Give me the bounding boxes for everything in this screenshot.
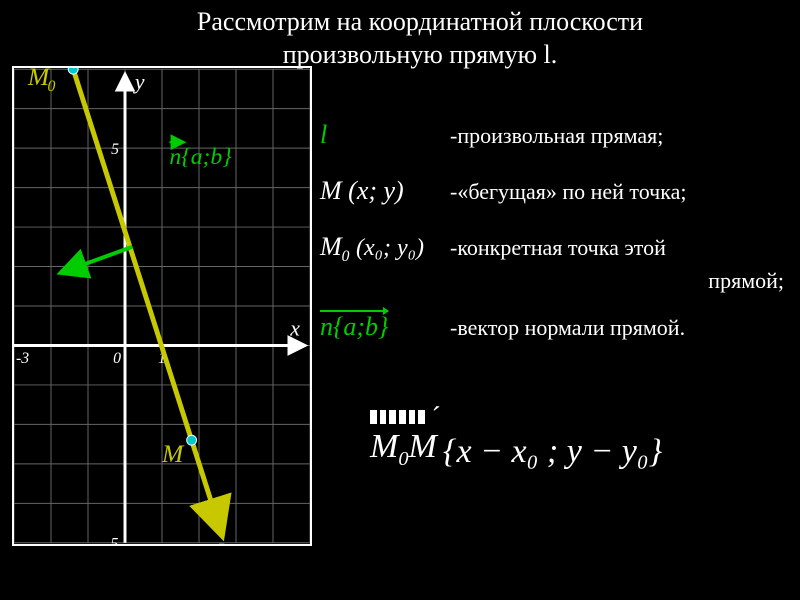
graph-panel: 01-35-5xyM0n{a;b}Ml [12, 66, 312, 546]
title-line2: произвольную прямую l. [283, 40, 558, 69]
overbar-marks [370, 410, 425, 424]
formula-lhs: ´ M0M [370, 410, 437, 471]
svg-text:n{a;b}: n{a;b} [169, 144, 232, 170]
svg-text:-5: -5 [105, 536, 118, 544]
legend-panel: l -произвольная прямая; M (x; y) -«бегущ… [320, 120, 784, 368]
accent-icon: ´ [432, 402, 441, 434]
vector-formula: ´ M0M {x − x₀ ; y − y₀} [370, 410, 662, 471]
legend-m-symbol: M (x; y) [320, 176, 450, 206]
svg-text:-3: -3 [16, 350, 29, 367]
svg-text:5: 5 [111, 141, 119, 158]
svg-text:x: x [289, 317, 300, 341]
legend-row-m: M (x; y) -«бегущая» по ней точка; [320, 176, 784, 206]
legend-l-desc: -произвольная прямая; [450, 123, 663, 149]
legend-row-n: n{a;b} -вектор нормали прямой. [320, 312, 784, 342]
title-line1: Рассмотрим на координатной плоскости [197, 7, 643, 36]
legend-n-symbol: n{a;b} [320, 312, 450, 342]
legend-n-desc: -вектор нормали прямой. [450, 315, 685, 341]
page-title: Рассмотрим на координатной плоскости про… [60, 6, 780, 71]
coordinate-plane: 01-35-5xyM0n{a;b}Ml [14, 68, 310, 544]
legend-l-symbol: l [320, 120, 450, 150]
legend-m0-desc-a: -конкретная точка этой [450, 235, 666, 261]
svg-text:y: y [133, 70, 145, 94]
svg-text:M: M [161, 439, 185, 468]
legend-m0-desc-b: прямой; [450, 268, 784, 294]
formula-body: {x − x₀ ; y − y₀} [443, 433, 662, 471]
legend-row-m0b: прямой; [320, 268, 784, 294]
svg-text:l: l [215, 536, 225, 544]
legend-m0-symbol: M0 (x₀; y₀) [320, 232, 450, 266]
legend-m-desc: -«бегущая» по ней точка; [450, 179, 686, 205]
svg-text:0: 0 [113, 350, 121, 367]
svg-text:0: 0 [48, 78, 56, 95]
legend-row-m0: M0 (x₀; y₀) -конкретная точка этой [320, 232, 784, 266]
legend-row-l: l -произвольная прямая; [320, 120, 784, 150]
